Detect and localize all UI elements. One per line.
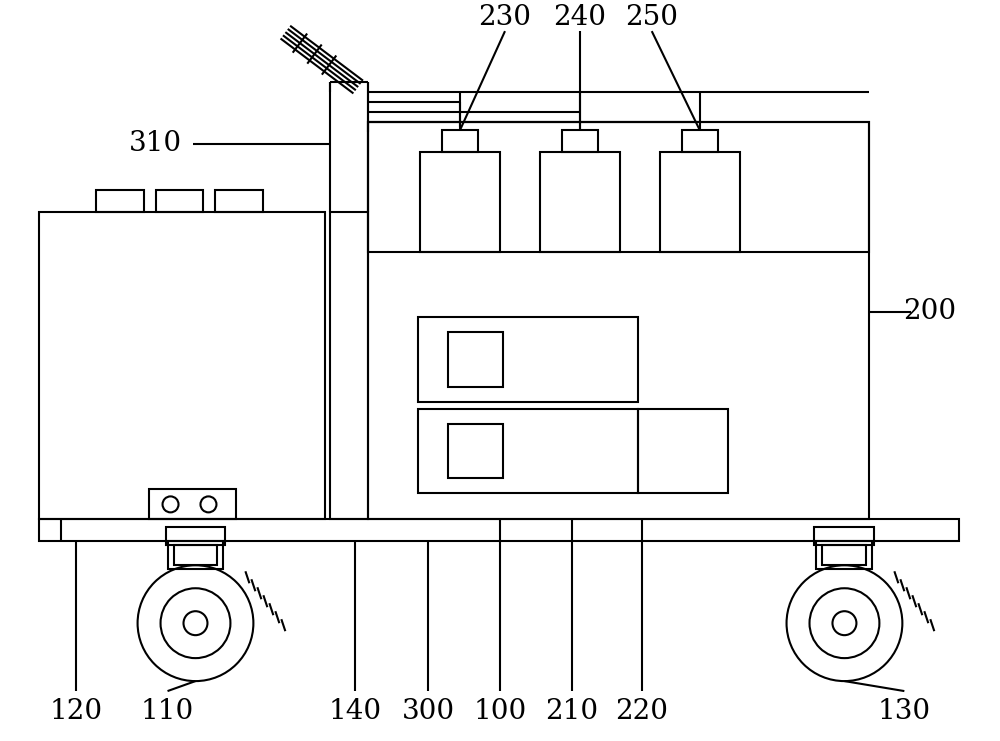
- Bar: [368, 122, 869, 519]
- Text: 110: 110: [141, 697, 194, 725]
- Bar: [822, 545, 866, 565]
- Text: 200: 200: [903, 298, 956, 325]
- Text: 120: 120: [49, 697, 102, 725]
- Bar: [149, 489, 236, 519]
- Bar: [448, 332, 503, 387]
- Bar: [39, 519, 959, 542]
- Bar: [540, 152, 620, 252]
- Bar: [420, 152, 500, 252]
- Text: 100: 100: [473, 697, 527, 725]
- Bar: [166, 528, 225, 545]
- Bar: [682, 130, 718, 152]
- Bar: [448, 424, 503, 479]
- Text: 240: 240: [553, 4, 606, 30]
- Bar: [96, 190, 144, 212]
- Bar: [174, 545, 217, 565]
- Text: 210: 210: [545, 697, 598, 725]
- Bar: [418, 316, 638, 402]
- Bar: [168, 542, 223, 569]
- Bar: [442, 130, 478, 152]
- Text: 310: 310: [129, 130, 182, 157]
- Bar: [330, 212, 368, 519]
- Bar: [156, 190, 203, 212]
- Text: 250: 250: [625, 4, 678, 30]
- Bar: [816, 542, 872, 569]
- Bar: [368, 122, 869, 252]
- Bar: [418, 408, 638, 494]
- Bar: [638, 408, 728, 494]
- Bar: [39, 212, 325, 519]
- Text: 300: 300: [402, 697, 455, 725]
- Text: 220: 220: [615, 697, 668, 725]
- Text: 140: 140: [329, 697, 382, 725]
- Text: 130: 130: [878, 697, 931, 725]
- Bar: [814, 528, 874, 545]
- Bar: [215, 190, 263, 212]
- Bar: [562, 130, 598, 152]
- Text: 230: 230: [478, 4, 531, 30]
- Bar: [660, 152, 740, 252]
